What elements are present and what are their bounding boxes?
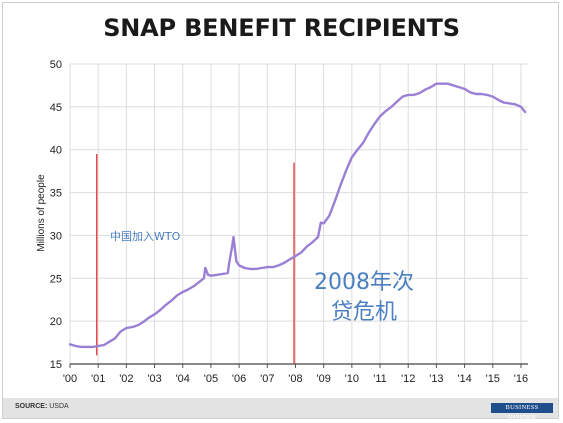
x-tick-label: '01: [91, 373, 105, 385]
annotation-label: 中国加入WTO: [110, 230, 181, 243]
x-tick-label: '16: [514, 373, 528, 385]
x-tick-label: '04: [176, 373, 190, 385]
x-tick-label: '08: [288, 373, 302, 385]
chart-frame: [2, 2, 559, 419]
x-tick-label: '03: [147, 373, 161, 385]
source-value: USDA: [49, 403, 69, 410]
y-tick-label: 45: [50, 102, 62, 114]
y-axis-label: Millions of people: [36, 174, 47, 252]
x-tick-label: '11: [373, 373, 387, 385]
x-tick-label: '07: [260, 373, 274, 385]
publisher-logo: BUSINESS INSIDER: [491, 403, 553, 421]
y-tick-label: 35: [50, 188, 62, 200]
y-tick-label: 15: [50, 359, 62, 371]
y-tick-label: 25: [50, 273, 62, 285]
x-tick-label: '00: [63, 373, 77, 385]
annotation-label: 2008年次: [314, 270, 414, 295]
y-tick-label: 40: [50, 145, 62, 157]
annotation-label: 贷危机: [331, 300, 397, 325]
source-note: SOURCE: USDA: [15, 403, 69, 410]
series-line: [68, 82, 527, 349]
y-tick-label: 30: [50, 230, 62, 242]
y-tick-label: 20: [50, 316, 62, 328]
x-tick-label: '15: [486, 373, 500, 385]
x-tick-label: '06: [232, 373, 246, 385]
source-label: SOURCE:: [15, 403, 48, 410]
x-tick-label: '10: [345, 373, 359, 385]
x-tick-label: '14: [457, 373, 471, 385]
x-tick-label: '09: [316, 373, 330, 385]
y-tick-label: 50: [50, 59, 62, 71]
x-tick-label: '12: [401, 373, 415, 385]
x-tick-label: '05: [204, 373, 218, 385]
x-tick-label: '13: [429, 373, 443, 385]
x-tick-label: '02: [119, 373, 133, 385]
chart-title: SNAP BENEFIT RECIPIENTS: [103, 14, 460, 42]
chart-footer: SOURCE: USDA BUSINESS INSIDER: [3, 398, 558, 421]
